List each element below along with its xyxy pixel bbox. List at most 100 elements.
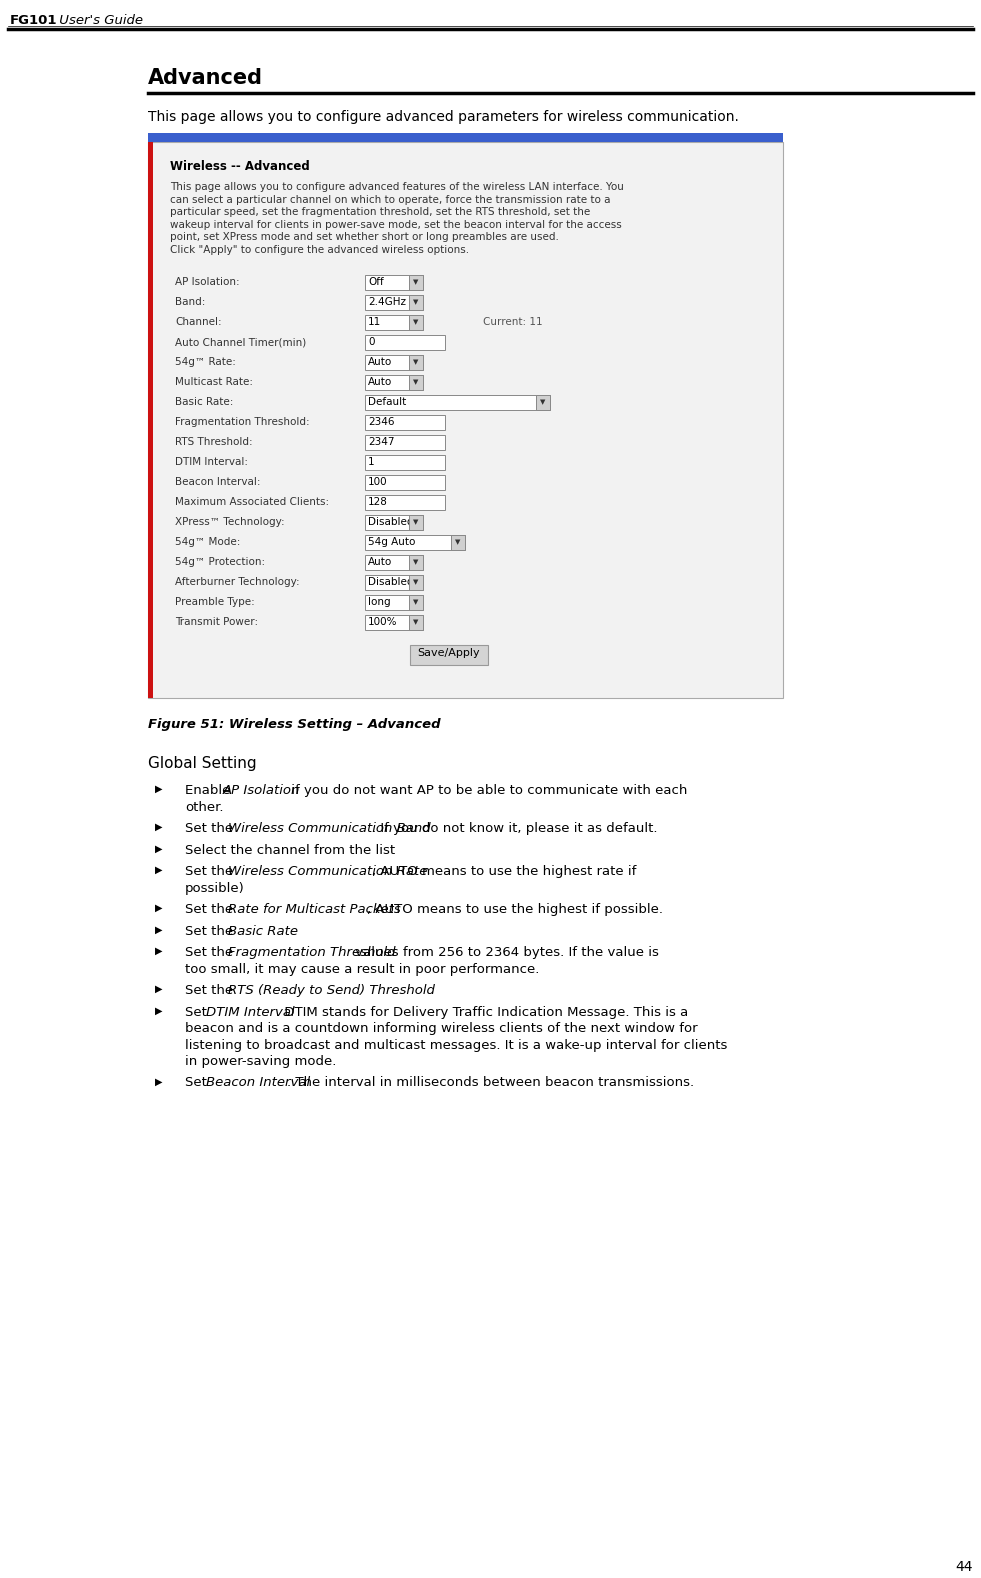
Text: 2346: 2346 [368, 417, 394, 428]
Text: RTS Threshold:: RTS Threshold: [175, 437, 253, 447]
Bar [365, 475, 445, 491]
Text: Beacon Interval:: Beacon Interval: [175, 477, 261, 488]
Text: ▼: ▼ [413, 319, 419, 325]
Text: ▶: ▶ [155, 903, 163, 914]
Text: Enable: Enable [185, 784, 234, 797]
Text: Fragmentation Threshold:: Fragmentation Threshold: [175, 417, 310, 428]
Text: 11: 11 [368, 317, 382, 327]
Text: Off: Off [368, 278, 384, 287]
Text: Band:: Band: [175, 297, 205, 308]
Text: ▶: ▶ [155, 865, 163, 874]
Text: 100%: 100% [368, 617, 397, 626]
Text: Multicast Rate:: Multicast Rate: [175, 377, 253, 387]
Text: 100: 100 [368, 477, 387, 488]
Text: Basic Rate:: Basic Rate: [175, 398, 233, 407]
Text: . DTIM stands for Delivery Traffic Indication Message. This is a: . DTIM stands for Delivery Traffic Indic… [276, 1005, 689, 1018]
Text: Advanced: Advanced [148, 68, 263, 88]
Text: Preamble Type:: Preamble Type: [175, 596, 255, 608]
Text: Disabled: Disabled [368, 578, 414, 587]
Text: Current: 11: Current: 11 [483, 317, 542, 327]
Text: 54g™ Mode:: 54g™ Mode: [175, 537, 240, 548]
Text: Set the: Set the [185, 865, 237, 877]
Bar [365, 335, 445, 350]
Bar [365, 454, 445, 470]
Text: . If you do not know it, please it as default.: . If you do not know it, please it as de… [372, 822, 657, 835]
Text: Fragmentation Threshold: Fragmentation Threshold [228, 945, 395, 959]
Text: RTS (Ready to Send) Threshold: RTS (Ready to Send) Threshold [228, 985, 435, 997]
Text: Figure 51: Wireless Setting – Advanced: Figure 51: Wireless Setting – Advanced [148, 718, 440, 731]
Text: Click "Apply" to configure the advanced wireless options.: Click "Apply" to configure the advanced … [170, 245, 469, 254]
Bar [365, 376, 423, 390]
Bar [365, 355, 423, 369]
Text: wakeup interval for clients in power-save mode, set the beacon interval for the : wakeup interval for clients in power-sav… [170, 219, 622, 229]
Text: Set: Set [185, 1005, 211, 1018]
Text: point, set XPress mode and set whether short or long preambles are used.: point, set XPress mode and set whether s… [170, 232, 559, 241]
Text: Auto Channel Timer(min): Auto Channel Timer(min) [175, 338, 306, 347]
Text: Rate for Multicast Packets: Rate for Multicast Packets [228, 903, 400, 915]
Text: ▶: ▶ [155, 985, 163, 994]
Text: Global Setting: Global Setting [148, 756, 257, 772]
Text: 54g Auto: 54g Auto [368, 537, 415, 548]
Text: 0: 0 [368, 338, 375, 347]
Bar [365, 436, 445, 450]
Text: in power-saving mode.: in power-saving mode. [185, 1056, 336, 1068]
Text: ▼: ▼ [455, 540, 461, 544]
Bar [409, 316, 423, 330]
Bar [148, 133, 783, 142]
Bar [409, 615, 423, 630]
Text: ▼: ▼ [413, 619, 419, 625]
Text: 2347: 2347 [368, 437, 394, 447]
Text: ▼: ▼ [413, 579, 419, 585]
Bar [409, 555, 423, 570]
Bar [409, 595, 423, 611]
Bar [365, 514, 423, 530]
Text: Maximum Associated Clients:: Maximum Associated Clients: [175, 497, 329, 507]
Bar [365, 295, 423, 309]
Text: Wireless Communication Band: Wireless Communication Band [228, 822, 431, 835]
Text: XPress™ Technology:: XPress™ Technology: [175, 518, 284, 527]
Bar [409, 355, 423, 369]
Bar [409, 275, 423, 290]
Bar [148, 142, 153, 697]
Bar [365, 316, 423, 330]
Bar [365, 275, 423, 290]
Text: ▼: ▼ [413, 600, 419, 604]
Text: long: long [368, 596, 390, 608]
Text: Default: Default [368, 398, 406, 407]
Text: Set the: Set the [185, 903, 237, 915]
Bar [365, 415, 445, 429]
Text: Transmit Power:: Transmit Power: [175, 617, 258, 626]
Text: ▶: ▶ [155, 1076, 163, 1087]
Bar [365, 615, 423, 630]
Text: if you do not want AP to be able to communicate with each: if you do not want AP to be able to comm… [286, 784, 687, 797]
Bar [409, 295, 423, 309]
Text: Auto: Auto [368, 377, 392, 387]
Bar [365, 595, 423, 611]
Text: ▼: ▼ [413, 360, 419, 365]
Text: Save/Apply: Save/Apply [418, 649, 481, 658]
Text: ▶: ▶ [155, 1005, 163, 1016]
Text: DTIM Interval: DTIM Interval [206, 1005, 295, 1018]
Text: AP Isolation: AP Isolation [223, 784, 300, 797]
Text: Wireless -- Advanced: Wireless -- Advanced [170, 159, 310, 174]
Text: ▼: ▼ [413, 279, 419, 286]
Bar [365, 555, 423, 570]
Bar [365, 535, 465, 551]
Text: 1: 1 [368, 458, 375, 467]
Bar [365, 574, 423, 590]
Text: values from 256 to 2364 bytes. If the value is: values from 256 to 2364 bytes. If the va… [351, 945, 658, 959]
Text: Set: Set [185, 1076, 211, 1089]
Text: Wireless Communication Rate: Wireless Communication Rate [228, 865, 427, 877]
Text: Channel:: Channel: [175, 317, 222, 327]
Text: ▼: ▼ [413, 519, 419, 525]
Text: listening to broadcast and multicast messages. It is a wake-up interval for clie: listening to broadcast and multicast mes… [185, 1038, 727, 1051]
Text: possible): possible) [185, 882, 244, 895]
Text: ▼: ▼ [413, 559, 419, 565]
Text: Disabled: Disabled [368, 518, 414, 527]
Text: Beacon Interval: Beacon Interval [206, 1076, 311, 1089]
Text: ▶: ▶ [155, 844, 163, 854]
Text: can select a particular channel on which to operate, force the transmission rate: can select a particular channel on which… [170, 194, 610, 205]
Text: Set the: Set the [185, 985, 237, 997]
Text: 44: 44 [955, 1561, 973, 1573]
Text: This page allows you to configure advanced parameters for wireless communication: This page allows you to configure advanc… [148, 110, 739, 125]
